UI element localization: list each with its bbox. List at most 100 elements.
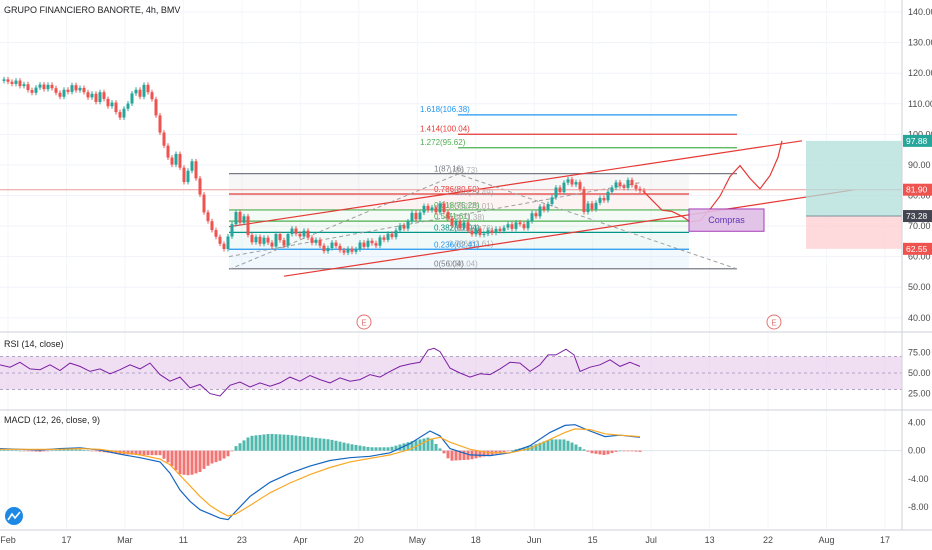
macd-histogram-bar [306, 436, 310, 451]
candle-body [138, 89, 142, 97]
candle-body [590, 203, 594, 210]
macd-histogram-bar [498, 450, 502, 453]
candle-body [82, 87, 86, 93]
macd-histogram-bar [42, 450, 46, 452]
chart-title: GRUPO FINANCIERO BANORTE, 4h, BMV [4, 5, 180, 15]
candle-body [542, 206, 546, 210]
macd-histogram-bar [238, 443, 242, 451]
macd-histogram-bar [482, 450, 486, 457]
candle-body [14, 80, 18, 84]
candle-body [178, 153, 182, 168]
macd-histogram-bar [258, 434, 262, 451]
price-tick-label: 50.00 [908, 282, 931, 292]
macd-histogram-bar [542, 441, 546, 451]
macd-histogram-bar [318, 438, 322, 451]
macd-histogram-bar [406, 442, 410, 451]
macd-histogram-bar [146, 450, 150, 456]
macd-histogram-bar [438, 448, 442, 451]
candle-body [638, 188, 642, 191]
candle-body [414, 212, 418, 220]
macd-histogram-bar [94, 450, 98, 452]
price-marker-box [903, 134, 932, 147]
macd-histogram-bar [250, 435, 254, 451]
candle-body [270, 242, 274, 247]
candle-body [30, 90, 34, 93]
candle-body [618, 182, 622, 187]
macd-histogram-bar [2, 449, 6, 451]
macd-histogram-bar [174, 450, 178, 471]
macd-histogram-bar [502, 450, 506, 453]
candle-body [154, 99, 158, 116]
channel-lower-line [283, 189, 856, 277]
macd-histogram-bar [150, 450, 154, 456]
candle-body [102, 92, 106, 99]
candle-body [370, 240, 374, 244]
candle-body [462, 222, 466, 228]
earnings-marker-1[interactable]: E [356, 314, 372, 330]
macd-histogram-bar [90, 450, 94, 452]
price-marker-label: 97.88 [906, 136, 928, 146]
macd-histogram-bar [214, 450, 218, 463]
candle-body [286, 234, 290, 246]
macd-histogram-bar [506, 450, 510, 452]
candle-body [62, 89, 66, 97]
fib-retracement-label: 0.382(67.94) [434, 223, 480, 232]
candle-body [574, 182, 578, 185]
macd-histogram-bar [370, 447, 374, 451]
macd-histogram-bar [314, 437, 318, 451]
candle-body [570, 179, 574, 185]
macd-histogram-bar [186, 450, 190, 476]
candle-body [502, 227, 506, 231]
macd-histogram-bar [302, 436, 306, 451]
candle-body [398, 225, 402, 231]
candle-body [70, 85, 74, 92]
candle-body [562, 182, 566, 193]
earnings-marker-2[interactable]: E [766, 314, 782, 330]
macd-histogram-bar [566, 440, 570, 451]
macd-histogram-bar [586, 450, 590, 452]
candle-body [422, 205, 426, 213]
time-tick-label: 17 [61, 535, 71, 545]
time-tick-label: 18 [471, 535, 481, 545]
candle-body [598, 197, 602, 203]
fib-extension-label: 1.414(100.04) [420, 124, 470, 133]
macd-histogram-bar [354, 444, 358, 451]
candle-body [474, 228, 478, 235]
candle-body [106, 98, 110, 107]
candle-body [302, 230, 306, 237]
price-candles [2, 76, 646, 256]
macd-histogram-bar [418, 439, 422, 451]
macd-histogram-bar [630, 450, 634, 452]
time-tick-label: Jun [527, 535, 542, 545]
time-tick-label: Aug [819, 535, 835, 545]
candle-body [6, 79, 10, 82]
candle-body [470, 230, 474, 235]
candle-body [42, 84, 46, 90]
candle-body [522, 224, 526, 229]
macd-histogram-bar [594, 450, 598, 454]
candle-body [390, 233, 394, 238]
macd-histogram-bar [578, 446, 582, 451]
macd-histogram-bar [390, 446, 394, 451]
macd-histogram-bar [430, 439, 434, 451]
price-projection-path [643, 140, 783, 223]
macd-histogram-bar [462, 450, 466, 461]
candle-body [582, 189, 586, 213]
macd-histogram-bar [510, 450, 514, 451]
time-tick-label: 23 [237, 535, 247, 545]
time-tick-label: 15 [588, 535, 598, 545]
macd-histogram-bar [138, 450, 142, 456]
rsi-tick-label: 25.00 [908, 389, 931, 399]
macd-histogram-bar [322, 438, 326, 451]
price-tick-label: 110.00 [908, 99, 932, 109]
candle-body [254, 236, 258, 243]
macd-histogram-bar [614, 450, 618, 452]
macd-histogram-bar [54, 449, 58, 451]
svg-text:E: E [771, 319, 776, 328]
candle-body [594, 202, 598, 210]
macd-histogram-bar [454, 450, 458, 461]
long-position-tool[interactable] [806, 140, 902, 249]
macd-tick-label: -4.00 [908, 474, 929, 484]
compras-box [688, 208, 765, 232]
